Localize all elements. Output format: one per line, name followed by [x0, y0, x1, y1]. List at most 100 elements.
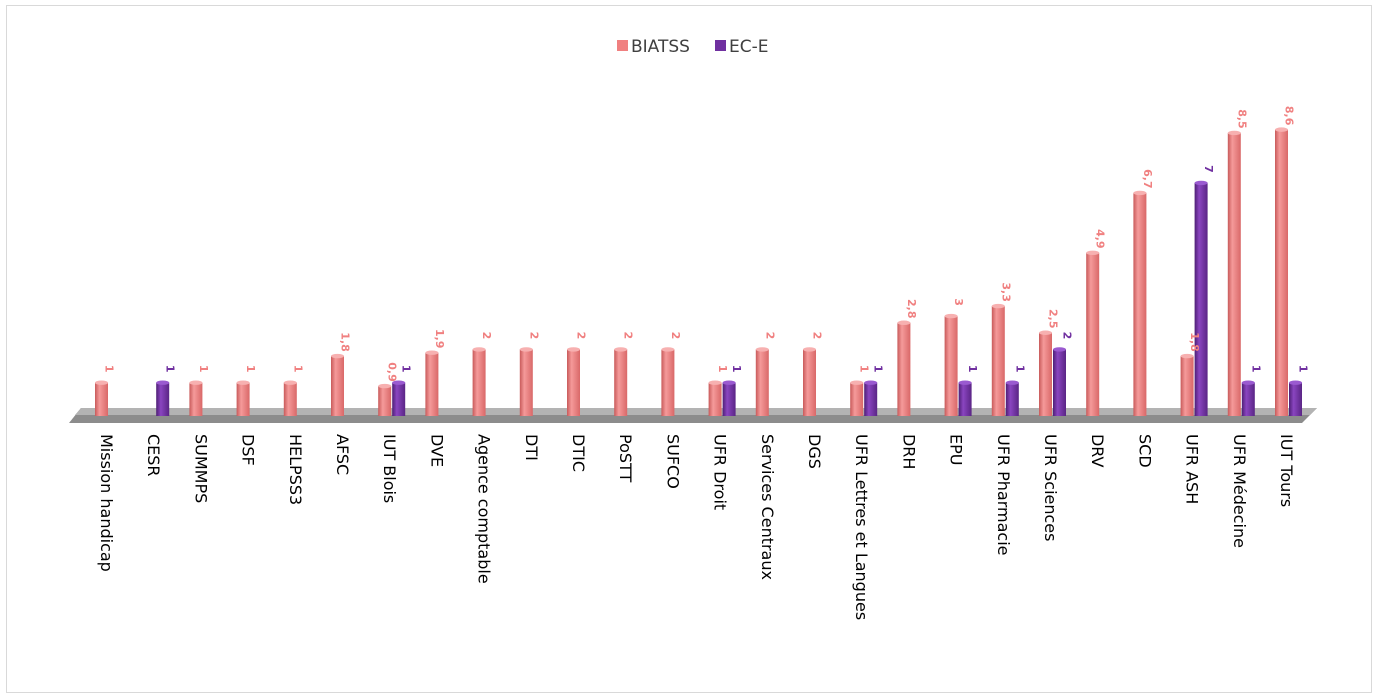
bar-biatss-summps-cap: [189, 380, 203, 385]
chart-frame: BIATSS EC-E 1 1 1 1 1 1,8 0,9 1 1,9 2 2 2 2 2 1 1 2 2 1 1 2,…: [6, 5, 1372, 693]
bar-biatss-ufr-medecine-cap: [1227, 130, 1241, 136]
legend-label-biatss: BIATSS: [631, 37, 690, 57]
bar-biatss-services-centraux: [755, 347, 769, 416]
bar-biatss-ufr-medecine: [1227, 130, 1241, 416]
bar-ece-ufr-ash-body: [1194, 182, 1208, 416]
category-label-dgs: DGS: [805, 434, 824, 469]
data-label-biatss-drh: 2,8: [905, 299, 918, 319]
bar-ece-ufr-lettres-et-langues-body: [864, 382, 878, 416]
data-label-biatss-iut-tours: 8,6: [1283, 106, 1296, 126]
bar-biatss-ufr-pharmacie-cap: [991, 303, 1005, 309]
bar-biatss-ufr-sciences-body: [1039, 332, 1052, 416]
bar-biatss-mission-handicap-body: [95, 382, 108, 416]
data-label-biatss-helpss3: 1: [291, 365, 304, 373]
bar-ece-ufr-pharmacie: [1005, 380, 1019, 416]
bar-biatss-iut-tours-body: [1275, 129, 1288, 416]
bar-biatss-agence-comptable: [472, 347, 486, 416]
bar-biatss-helpss3-body: [283, 382, 297, 416]
bar-biatss-iut-blois: [378, 383, 392, 416]
data-label-biatss-ufr-sciences: 2,5: [1047, 309, 1060, 329]
bar-biatss-ufr-lettres-et-langues-body: [850, 382, 864, 416]
bar-ece-cesr: [156, 380, 170, 416]
bar-biatss-dsf-cap: [236, 380, 250, 385]
bar-biatss-iut-tours: [1275, 127, 1288, 416]
bar-biatss-dtic-cap: [567, 347, 580, 352]
bar-ece-cesr-body: [156, 382, 170, 416]
data-label-biatss-scd: 6,7: [1141, 169, 1154, 189]
data-label-biatss-dtic: 2: [575, 332, 588, 340]
bar-ece-ufr-pharmacie-body: [1005, 382, 1019, 416]
bar-ece-epu: [958, 380, 972, 416]
category-label-ufr-pharmacie: UFR Pharmacie: [994, 434, 1013, 555]
bar-biatss-afsc: [331, 353, 344, 416]
data-label-ece-ufr-droit: 1: [730, 365, 743, 373]
bar-ece-ufr-sciences-body: [1053, 349, 1066, 416]
data-label-biatss-drv: 4,9: [1094, 229, 1107, 249]
bar-biatss-drh: [897, 320, 911, 416]
bar-biatss-dsf: [236, 380, 250, 416]
bar-biatss-ufr-pharmacie-body: [991, 306, 1005, 416]
bar-biatss-dtic-body: [567, 349, 580, 416]
bar-biatss-helpss3-cap: [283, 380, 297, 385]
category-label-ufr-medecine: UFR Médecine: [1230, 434, 1249, 548]
category-label-dve: DVE: [427, 434, 446, 467]
category-label-summps: SUMMPS: [191, 434, 210, 503]
bar-biatss-dve: [425, 350, 439, 416]
bar-biatss-summps-body: [189, 382, 203, 416]
data-label-biatss-ufr-lettres-et-langues: 1: [858, 365, 871, 373]
bar-biatss-postt-body: [614, 349, 628, 416]
category-label-drh: DRH: [899, 434, 918, 469]
data-label-ece-ufr-ash: 7: [1202, 165, 1215, 173]
data-label-ece-ufr-sciences: 2: [1061, 332, 1074, 340]
bar-ece-iut-tours: [1289, 380, 1302, 416]
bar-biatss-sufco: [661, 347, 675, 416]
bar-biatss-dti-body: [519, 349, 533, 416]
data-label-biatss-services-centraux: 2: [763, 332, 776, 340]
category-label-agence-comptable: Agence comptable: [475, 434, 494, 584]
bar-biatss-dgs-cap: [803, 347, 816, 352]
category-label-mission-handicap: Mission handicap: [97, 434, 116, 572]
category-label-epu: EPU: [947, 434, 966, 465]
data-label-ece-iut-blois: 1: [400, 365, 413, 373]
category-label-scd: SCD: [1135, 434, 1154, 468]
bar-biatss-ufr-lettres-et-langues: [850, 380, 864, 416]
data-label-biatss-ufr-pharmacie: 3,3: [999, 282, 1012, 302]
bar-biatss-drh-cap: [897, 320, 911, 325]
category-label-iut-blois: IUT Blois: [380, 434, 399, 503]
bar-biatss-scd: [1133, 190, 1147, 416]
bar-biatss-scd-cap: [1133, 190, 1147, 196]
data-label-biatss-dti: 2: [527, 332, 540, 340]
category-label-dsf: DSF: [239, 434, 258, 466]
bar-ece-ufr-lettres-et-langues-cap: [864, 380, 878, 385]
bar-biatss-dtic: [567, 347, 580, 416]
category-label-ufr-droit: UFR Droit: [711, 434, 730, 510]
chart-svg: BIATSS EC-E 1 1 1 1 11,80,9 11,9 2 2 2 2 21 12 21 12,…: [69, 37, 1317, 620]
category-label-helpss3: HELPSS3: [286, 434, 305, 505]
bar-biatss-agence-comptable-body: [472, 349, 486, 416]
data-label-ece-ufr-medecine: 1: [1249, 365, 1262, 373]
category-label-drv: DRV: [1088, 434, 1107, 468]
data-label-biatss-epu: 3: [952, 298, 965, 306]
bar-biatss-scd-body: [1133, 192, 1147, 416]
category-label-dtic: DTIC: [569, 434, 588, 472]
bar-biatss-ufr-ash: [1180, 353, 1194, 416]
bar-biatss-helpss3: [283, 380, 297, 416]
bar-biatss-ufr-pharmacie: [991, 303, 1005, 416]
data-label-ece-iut-tours: 1: [1297, 365, 1310, 373]
data-label-biatss-mission-handicap: 1: [103, 365, 116, 373]
category-label-postt: PoSTT: [616, 434, 635, 483]
chart-floor-highlight: [75, 408, 1317, 415]
bar-biatss-sufco-cap: [661, 347, 675, 352]
data-label-biatss-afsc: 1,8: [339, 332, 352, 352]
bar-ece-ufr-pharmacie-cap: [1005, 380, 1019, 385]
bar-biatss-afsc-body: [331, 356, 344, 416]
category-label-cesr: CESR: [144, 434, 163, 477]
bar-ece-ufr-ash-cap: [1194, 180, 1208, 186]
category-label-sufco: SUFCO: [663, 434, 682, 489]
legend-label-ece: EC-E: [729, 37, 769, 57]
bar-biatss-summps: [189, 380, 203, 416]
data-label-biatss-ufr-droit: 1: [716, 365, 729, 373]
bar-ece-ufr-ash: [1194, 180, 1208, 416]
bar-biatss-dti: [519, 347, 533, 416]
bar-ece-iut-blois-cap: [392, 380, 406, 385]
